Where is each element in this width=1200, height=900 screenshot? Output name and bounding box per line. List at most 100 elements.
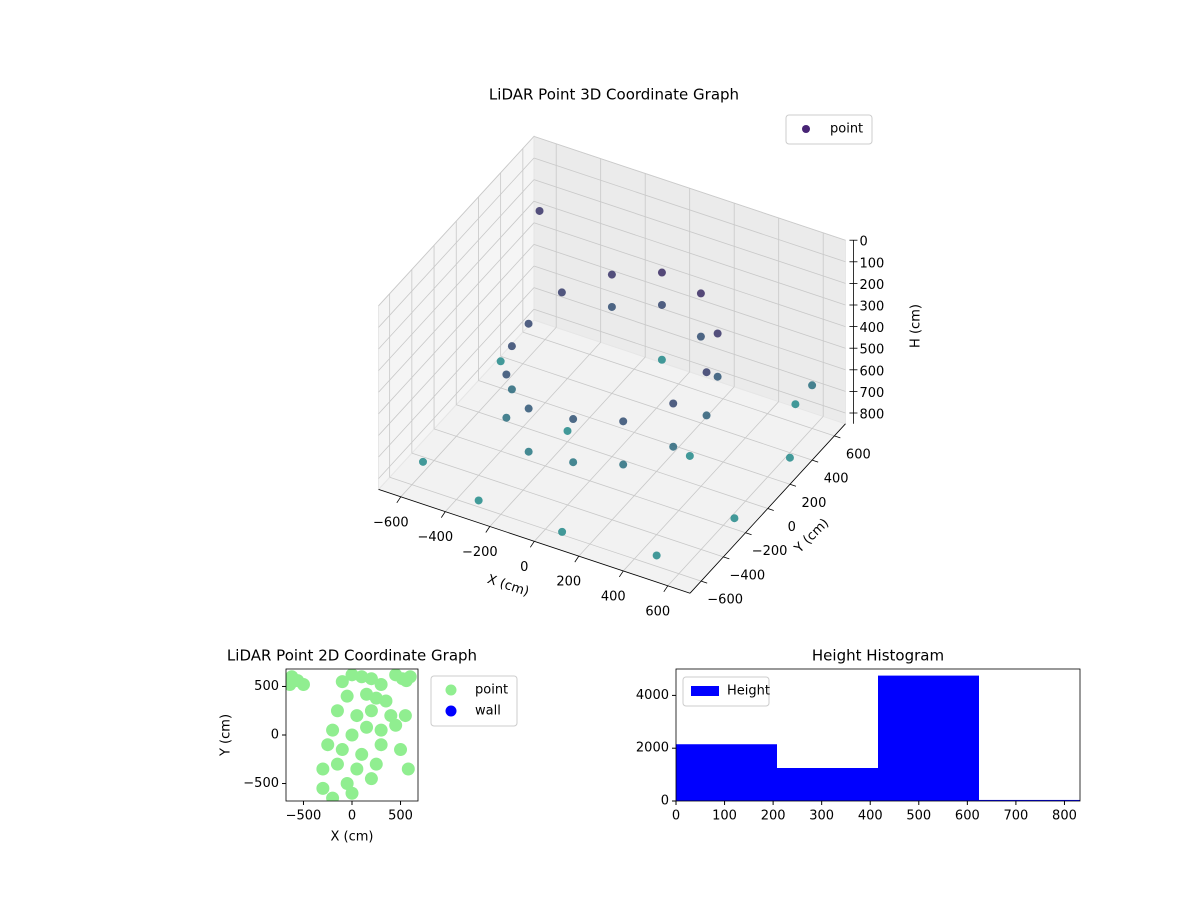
- x-tick-label: 800: [1052, 809, 1077, 824]
- bar: [676, 744, 777, 801]
- point: [316, 781, 330, 795]
- x-axis-label: X (cm): [485, 572, 531, 600]
- point: [399, 674, 413, 688]
- y-tick-label: 500: [254, 679, 279, 694]
- grid-line: [533, 222, 846, 327]
- tick-mark: [574, 555, 580, 563]
- legend-label: point: [830, 122, 863, 137]
- y-axis-label: Y (cm): [791, 516, 832, 557]
- point: [557, 288, 566, 297]
- grid-line: [389, 476, 702, 582]
- x-tick-label: 100: [712, 809, 737, 824]
- point: [335, 675, 349, 689]
- grid-line: [533, 244, 846, 349]
- point: [335, 743, 349, 757]
- point: [374, 678, 388, 692]
- point: [569, 458, 578, 467]
- grid-line: [533, 136, 846, 241]
- grid-line: [533, 157, 846, 263]
- y-tick-label: 2000: [636, 741, 669, 756]
- tick-mark: [485, 526, 491, 533]
- y-tick-label: 600: [846, 447, 871, 462]
- tick-mark: [396, 496, 402, 504]
- point: [524, 447, 533, 456]
- grid-line: [378, 244, 535, 415]
- tick-mark: [440, 511, 446, 518]
- grid-line: [378, 287, 535, 458]
- y-axis-line: [689, 423, 846, 594]
- point: [696, 332, 705, 341]
- z-tick-label: 500: [859, 343, 884, 358]
- point: [355, 747, 369, 761]
- point: [713, 372, 722, 381]
- point: [652, 551, 661, 560]
- legend-label: wall: [475, 704, 501, 719]
- point: [374, 738, 388, 752]
- point: [326, 791, 340, 801]
- point: [394, 743, 408, 757]
- chart-title: LiDAR Point 2D Coordinate Graph: [227, 647, 477, 665]
- point: [419, 457, 427, 466]
- point: [369, 757, 383, 771]
- x-tick-label: 500: [388, 809, 413, 824]
- axes-frame: [675, 668, 1081, 802]
- y-tick-label: 400: [824, 472, 849, 487]
- grid-line: [433, 428, 746, 534]
- tick-mark: [663, 585, 669, 593]
- point: [364, 704, 378, 718]
- point: [502, 413, 511, 422]
- x-axis-label: X (cm): [331, 830, 374, 845]
- y-axis-label: Y (cm): [219, 714, 234, 757]
- point: [685, 451, 694, 460]
- point: [384, 709, 398, 723]
- tick-mark: [745, 532, 752, 536]
- point: [607, 302, 616, 311]
- point: [340, 777, 354, 791]
- x-tick-label: 600: [645, 604, 670, 619]
- y-tick-label: −400: [729, 568, 765, 583]
- y-tick-label: −200: [752, 544, 788, 559]
- grid-line: [533, 308, 846, 414]
- point: [389, 718, 403, 732]
- point: [321, 738, 335, 752]
- point: [569, 415, 578, 424]
- z-tick-label: 0: [859, 235, 867, 250]
- grid-line: [378, 222, 535, 393]
- tick-mark: [834, 435, 841, 439]
- point: [524, 319, 533, 328]
- tick-mark: [529, 541, 535, 548]
- x-tick-label: 500: [906, 809, 931, 824]
- bar: [777, 768, 878, 801]
- point: [502, 370, 511, 379]
- x-tick-label: −500: [286, 809, 322, 824]
- grid-line: [533, 287, 846, 392]
- point: [702, 368, 711, 377]
- point: [360, 720, 374, 734]
- grid-line: [500, 355, 813, 461]
- point: [696, 289, 705, 298]
- point: [730, 514, 739, 523]
- point: [702, 411, 711, 420]
- y-tick-label: −500: [243, 776, 279, 791]
- x-tick-label: 0: [348, 809, 356, 824]
- x-tick-label: 400: [858, 809, 883, 824]
- point: [535, 206, 544, 215]
- point: [350, 762, 364, 776]
- point: [316, 762, 330, 776]
- z-tick-label: 400: [859, 321, 884, 336]
- x-tick-label: 200: [761, 809, 786, 824]
- z-tick-label: 200: [859, 278, 884, 293]
- point: [401, 762, 415, 776]
- point: [474, 496, 483, 505]
- z-axis-label: H (cm): [909, 304, 924, 348]
- point: [669, 442, 678, 451]
- grid-line: [378, 136, 535, 307]
- point: [364, 672, 378, 686]
- grid-line: [378, 200, 535, 371]
- legend-swatch: [691, 686, 719, 696]
- point: [496, 357, 505, 366]
- y-tick-label: −600: [707, 593, 743, 608]
- point: [785, 453, 794, 462]
- grid-line: [378, 265, 535, 436]
- y-tick-label: 4000: [636, 688, 669, 703]
